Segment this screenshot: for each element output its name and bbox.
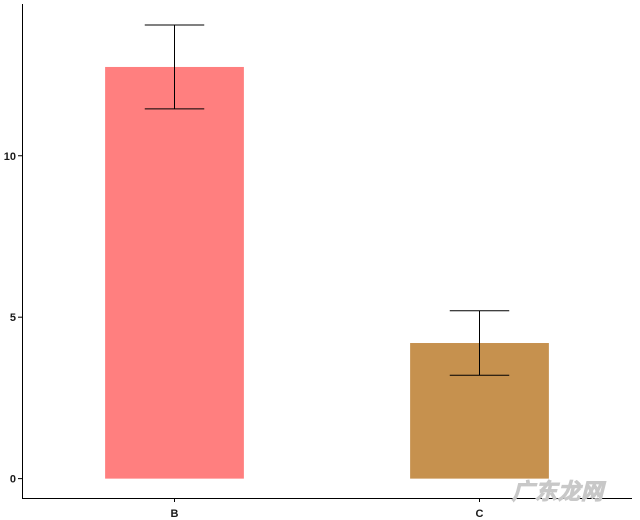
x-tick-label: C bbox=[476, 508, 484, 520]
y-tick-label: 5 bbox=[10, 312, 16, 324]
y-tick-label: 10 bbox=[4, 151, 16, 163]
bar-b bbox=[105, 66, 244, 479]
y-axis-ticks: 0 5 10 bbox=[4, 151, 22, 486]
x-tick-label: B bbox=[171, 508, 179, 520]
error-bars-group bbox=[144, 24, 510, 376]
y-tick-label: 0 bbox=[10, 474, 16, 486]
bars-group bbox=[105, 66, 549, 479]
watermark-text: 广东龙网 bbox=[511, 480, 604, 506]
